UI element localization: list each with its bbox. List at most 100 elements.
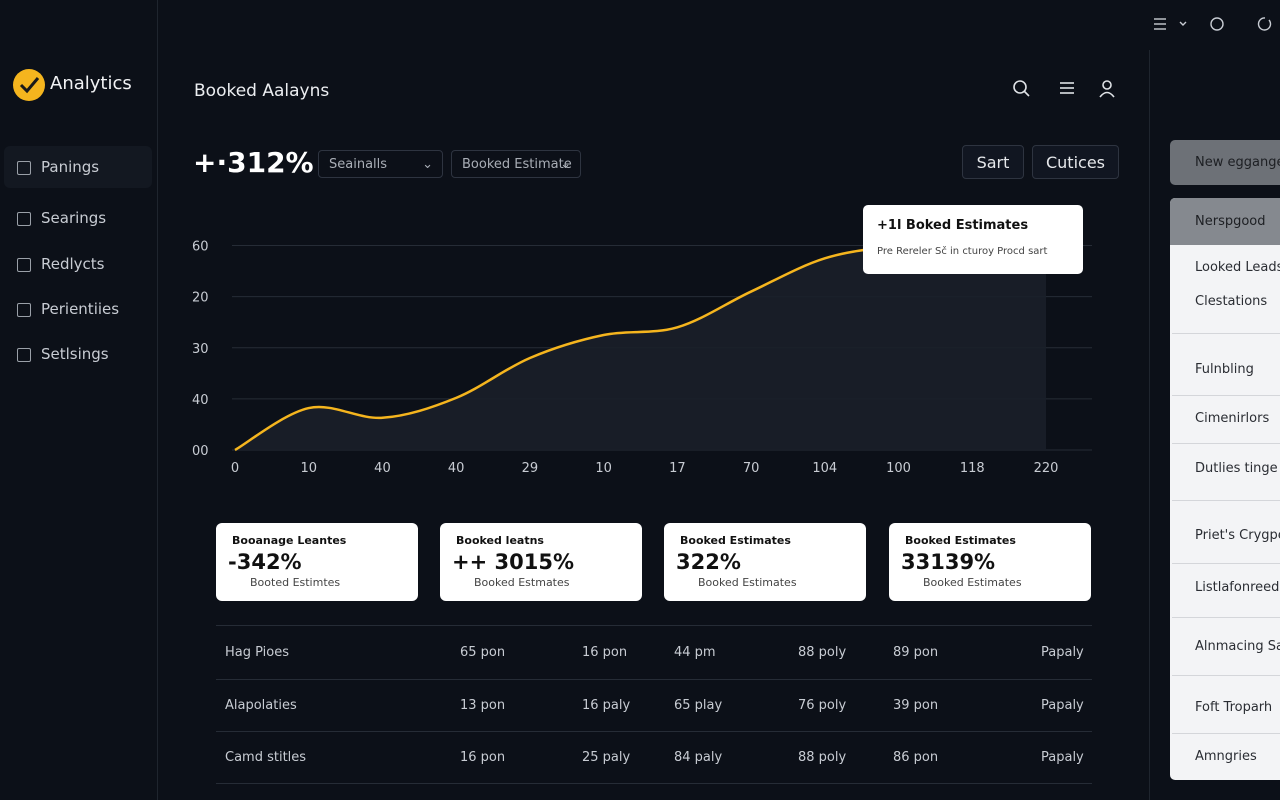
y-tick-label: 20 xyxy=(192,291,209,306)
panel-item[interactable]: Fulnbling xyxy=(1195,362,1254,377)
nav-item[interactable]: Panings xyxy=(41,158,100,176)
nav-icon xyxy=(17,212,31,226)
y-tick-label: 60 xyxy=(192,240,209,255)
card-sub: Booted Estimtes xyxy=(250,576,341,589)
card-value: -342% xyxy=(228,550,302,574)
nav-item[interactable]: Perientiies xyxy=(41,300,120,318)
row-divider xyxy=(216,625,1092,626)
line-area xyxy=(235,227,1046,450)
x-tick-label: 220 xyxy=(1034,461,1059,476)
brand: Analytics xyxy=(50,73,132,94)
panel-item[interactable]: Dutlies tinge xyxy=(1195,461,1278,476)
table-cell: 16 pon xyxy=(582,645,628,660)
x-tick-label: 17 xyxy=(669,461,686,476)
nav-item[interactable]: Redlycts xyxy=(41,255,105,273)
nav-active xyxy=(4,146,152,188)
panel-item[interactable]: Amngries xyxy=(1195,749,1257,764)
nav-icon xyxy=(17,348,31,362)
line-chart: 00 40 30 20 60 0 10 40 40 29 10 17 70 104 100 118 220 xyxy=(192,226,1092,476)
table-cell: 65 play xyxy=(674,698,723,713)
x-tick-label: 40 xyxy=(448,461,465,476)
panel-divider xyxy=(1172,617,1280,618)
tooltip-title: +1l Boked Estimates xyxy=(877,218,1029,233)
card-value: 322% xyxy=(676,550,741,574)
tooltip-text: Pre Rereler Sč in cturoy Procd sart xyxy=(877,246,1048,257)
row-divider xyxy=(216,731,1092,732)
dropdown-label: Seainalls xyxy=(329,157,388,172)
panel-divider xyxy=(1172,563,1280,564)
tooltip: +1l Boked Estimates Pre Rereler Sč in ct… xyxy=(863,205,1083,274)
table-cell: 13 pon xyxy=(460,698,506,713)
table-cell: 65 pon xyxy=(460,645,506,660)
panel-item[interactable]: Cimenirlors xyxy=(1195,411,1270,426)
x-tick-label: 104 xyxy=(812,461,837,476)
x-tick-label: 10 xyxy=(300,461,317,476)
table-cell: 88 poly xyxy=(798,750,847,765)
sidebar-divider xyxy=(157,0,158,800)
panel-item[interactable]: Alnmacing Sait xyxy=(1195,639,1280,654)
stat-card: Booked leatns ++ 3015% Booked Estmates xyxy=(440,523,642,601)
card-sub: Booked Estmates xyxy=(474,576,570,589)
top-icons xyxy=(1154,17,1272,31)
table-cell: 88 poly xyxy=(798,645,847,660)
table-cell: 86 pon xyxy=(893,750,939,765)
stat-card: Booked Estimates 33139% Booked Estimates xyxy=(889,523,1091,601)
panel-header: Nerspgood xyxy=(1170,198,1280,245)
card-label: Booked Estimates xyxy=(905,534,1016,547)
table-cell: 39 pon xyxy=(893,698,939,713)
panel-divider xyxy=(1172,395,1280,396)
table-cell: Papaly xyxy=(1041,698,1084,713)
table-cell: Papaly xyxy=(1041,645,1084,660)
panel-item[interactable]: Foft Troparh xyxy=(1195,700,1273,715)
table-cell: 89 pon xyxy=(893,645,939,660)
row-divider xyxy=(216,679,1092,680)
table-cell: Papaly xyxy=(1041,750,1084,765)
card-value: ++ 3015% xyxy=(452,550,574,574)
nav-item[interactable]: Setlsings xyxy=(41,345,109,363)
table-cell: 84 paly xyxy=(674,750,723,765)
x-tick-label: 40 xyxy=(374,461,391,476)
stat-card: Booanage Leantes -342% Booted Estimtes xyxy=(216,523,418,601)
panel-item[interactable]: Listlafonreed xyxy=(1195,580,1280,595)
card-sub: Booked Estimates xyxy=(923,576,1022,589)
table-cell: 25 paly xyxy=(582,750,631,765)
header-icons xyxy=(1013,80,1115,98)
y-tick-label: 30 xyxy=(192,342,209,357)
x-tick-label: 10 xyxy=(595,461,612,476)
dropdown[interactable]: Booked Estimate ⌄ xyxy=(451,150,581,178)
x-tick-label: 70 xyxy=(743,461,760,476)
table-cell: Hag Pioes xyxy=(225,645,290,660)
dropdown[interactable]: Seainalls ⌄ xyxy=(318,150,443,178)
nav-item[interactable]: Searings xyxy=(41,209,107,227)
panel-button[interactable]: New egganges xyxy=(1170,140,1280,185)
y-tick-label: 00 xyxy=(192,444,209,459)
panel-item[interactable]: Looked Leads xyxy=(1195,260,1280,275)
panel-divider xyxy=(1149,50,1150,800)
card-value: 33139% xyxy=(901,550,996,574)
table-cell: 76 poly xyxy=(798,698,847,713)
nav-icon xyxy=(17,303,31,317)
page-title: Booked Aalayns xyxy=(194,81,330,101)
panel-item[interactable]: Priet's Crygpe xyxy=(1195,528,1280,543)
x-tick-label: 118 xyxy=(960,461,985,476)
dropdown-label: Booked Estimate xyxy=(462,157,572,172)
stat-card: Booked Estimates 322% Booked Estimates xyxy=(664,523,866,601)
table-cell: 44 pm xyxy=(674,645,716,660)
panel-button-label: New egganges xyxy=(1195,155,1280,170)
button[interactable]: Cutices xyxy=(1032,145,1119,179)
table-cell: Alapolaties xyxy=(225,698,297,713)
button[interactable]: Sart xyxy=(962,145,1024,179)
row-divider xyxy=(216,783,1092,784)
x-tick-label: 29 xyxy=(522,461,539,476)
x-tick-label: 0 xyxy=(231,461,239,476)
nav-icon xyxy=(17,258,31,272)
panel-divider xyxy=(1172,733,1280,734)
panel-divider xyxy=(1172,675,1280,676)
nav-icon xyxy=(17,161,31,175)
panel-item[interactable]: Clestations xyxy=(1195,294,1268,309)
table-cell: 16 paly xyxy=(582,698,631,713)
panel-header-label: Nerspgood xyxy=(1195,214,1266,229)
card-label: Booanage Leantes xyxy=(232,534,347,547)
